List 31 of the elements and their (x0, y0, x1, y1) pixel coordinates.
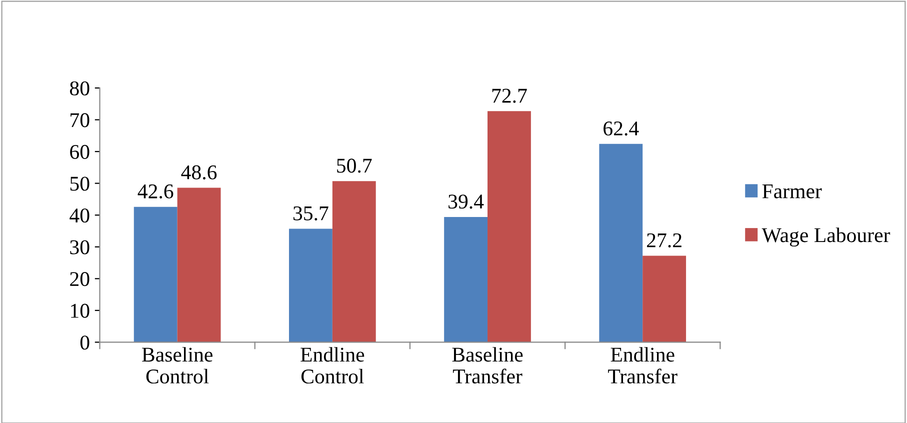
y-tick-label: 30 (70, 240, 90, 254)
bar (134, 206, 178, 342)
y-tick-label: 40 (70, 208, 90, 223)
y-tick-label: 80 (70, 81, 90, 96)
bar (642, 256, 686, 342)
x-tick-label: Endline Control (300, 347, 364, 384)
data-label: 72.7 (492, 88, 527, 103)
y-tick-label: 70 (70, 113, 90, 128)
data-label: 35.7 (293, 206, 328, 220)
x-tick-label: Baseline Control (142, 347, 212, 384)
data-label: 42.6 (138, 184, 174, 199)
legend-label: Farmer (762, 184, 822, 198)
y-tick-label: 20 (70, 272, 90, 286)
data-label: 27.2 (647, 233, 682, 248)
y-tick-label: 60 (70, 144, 90, 159)
data-label: 48.6 (181, 165, 217, 180)
bar (444, 217, 488, 342)
y-tick-label: 10 (71, 304, 90, 318)
y-tick-label: 50 (70, 176, 90, 191)
bar (488, 111, 531, 342)
bar (288, 228, 332, 342)
y-tick-label: 0 (80, 336, 90, 350)
bar (332, 181, 376, 342)
data-label: 39.4 (448, 194, 484, 209)
bar (177, 188, 221, 342)
legend-label: Wage Labourer (762, 228, 890, 247)
x-tick-label: Baseline Transfer (452, 347, 523, 384)
data-label: 50.7 (337, 158, 372, 173)
x-tick-label: Endline Transfer (608, 347, 678, 384)
bar (599, 144, 643, 342)
data-label: 62.4 (604, 122, 639, 136)
